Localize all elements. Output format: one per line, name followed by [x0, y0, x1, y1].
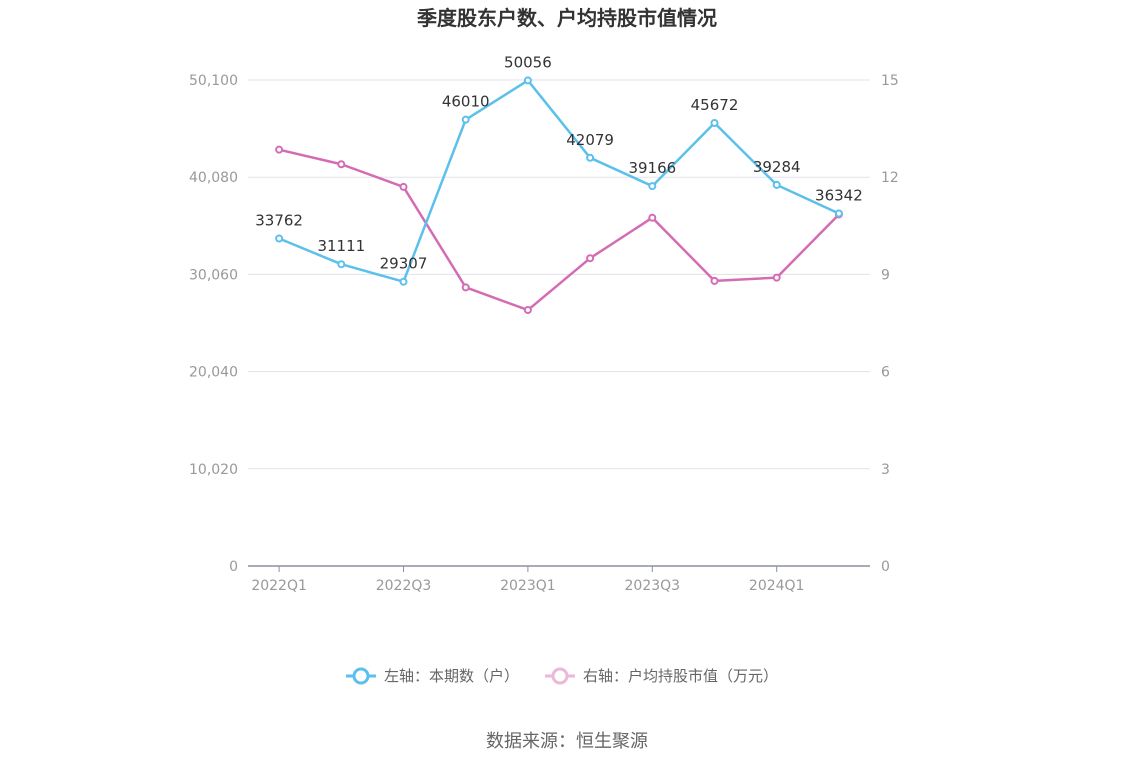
data-point	[461, 115, 470, 124]
right-tick-label: 15	[881, 73, 899, 89]
data-point	[772, 180, 781, 189]
data-label: 33762	[255, 211, 303, 229]
right-tick-label: 0	[881, 559, 890, 575]
legend-label: 右轴：户均持股市值（万元）	[583, 667, 778, 685]
data-label: 39166	[628, 159, 676, 177]
data-point	[461, 283, 470, 292]
data-point	[399, 182, 408, 191]
series: 33762 31111 29307 46010 50056 42079 39166 45672…	[255, 53, 863, 315]
left-tick-label: 20,040	[189, 365, 238, 381]
data-label: 42079	[566, 131, 614, 149]
data-point	[834, 209, 843, 218]
data-point	[648, 182, 657, 191]
right-tick-label: 9	[881, 267, 890, 283]
x-tick-label: 2022Q1	[251, 578, 307, 594]
chart-title: 季度股东户数、户均持股市值情况	[416, 6, 717, 30]
series-holders: 33762 31111 29307 46010 50056 42079 39166 45672…	[255, 53, 863, 286]
left-tick-label: 10,020	[189, 462, 238, 478]
data-point	[275, 145, 284, 154]
data-label: 31111	[317, 237, 365, 255]
legend-item-avg-value[interactable]: 右轴：户均持股市值（万元）	[545, 667, 778, 685]
legend-marker	[551, 667, 569, 685]
x-tick-label: 2023Q3	[625, 578, 681, 594]
data-label: 50056	[504, 53, 552, 71]
data-point	[772, 273, 781, 282]
data-label: 36342	[815, 186, 863, 204]
legend-marker	[352, 667, 370, 685]
left-tick-label: 50,100	[189, 73, 238, 89]
left-tick-label: 0	[229, 559, 238, 575]
data-point	[337, 160, 346, 169]
data-point	[586, 153, 595, 162]
data-point	[648, 213, 657, 222]
x-tick-label: 2022Q3	[376, 578, 432, 594]
legend-item-holders[interactable]: 左轴：本期数（户）	[346, 667, 519, 685]
legend-label: 左轴：本期数（户）	[384, 667, 519, 685]
data-label: 45672	[691, 96, 739, 114]
data-label: 46010	[442, 93, 490, 111]
data-label: 29307	[380, 255, 428, 273]
x-axis: 2022Q1 2022Q3 2023Q1 2023Q3 2024Q1	[248, 565, 870, 594]
data-point	[337, 260, 346, 269]
legend[interactable]: 左轴：本期数（户） 右轴：户均持股市值（万元）	[346, 667, 778, 685]
data-label: 39284	[753, 158, 801, 176]
right-axis: 0 3 6 9 12 15	[881, 73, 899, 575]
data-point	[586, 254, 595, 263]
data-point	[523, 76, 532, 85]
x-tick-label: 2023Q1	[500, 578, 556, 594]
series-avg-value	[275, 145, 843, 315]
right-tick-label: 12	[881, 170, 899, 186]
left-tick-label: 40,080	[189, 170, 238, 186]
source-note: 数据来源：恒生聚源	[486, 731, 648, 752]
x-tick-label: 2024Q1	[749, 578, 805, 594]
series-line	[278, 79, 840, 283]
data-point	[399, 277, 408, 286]
right-tick-label: 3	[881, 462, 890, 478]
data-point	[710, 118, 719, 127]
left-axis: 0 10,020 20,040 30,060 40,080 50,100	[189, 73, 238, 575]
left-tick-label: 30,060	[189, 267, 238, 283]
series-line	[278, 148, 840, 312]
grid	[248, 79, 870, 470]
data-point	[523, 306, 532, 315]
right-tick-label: 6	[881, 365, 890, 381]
data-point	[710, 276, 719, 285]
data-point	[275, 234, 284, 243]
